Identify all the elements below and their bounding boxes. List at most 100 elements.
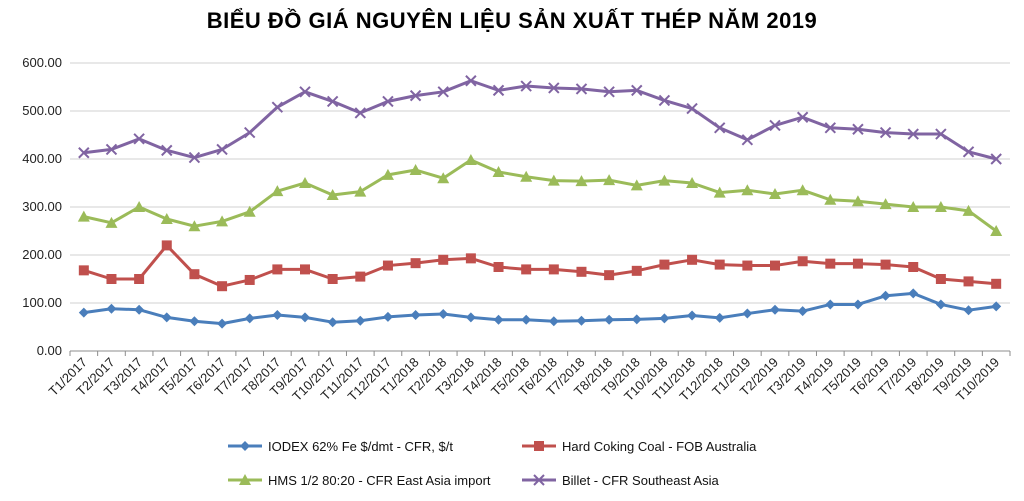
data-point [686,177,699,188]
data-point [907,128,919,140]
series-line [83,158,998,233]
marker-stroke [465,75,477,87]
marker-stroke [990,153,1002,165]
legend-item: Billet - CFR Southeast Asia [522,473,720,488]
marker-stroke [575,83,588,95]
legend-marker [239,474,251,485]
data-point [189,269,200,280]
data-point [493,314,504,325]
data-point [464,153,477,165]
marker-stroke [962,146,975,158]
marker-stroke [658,94,671,107]
legend-item: Hard Coking Coal - FOB Australia [522,439,757,454]
marker-stroke [133,133,145,145]
y-tick-label: 300.00 [22,199,62,214]
data-point [520,80,532,92]
data-point [548,316,559,327]
data-point [382,95,394,108]
data-point [409,164,422,176]
marker-stroke [216,143,228,156]
data-point [326,189,339,200]
data-point [824,193,837,205]
data-point [272,264,283,275]
data-point [243,205,256,217]
data-point [216,215,229,227]
data-point [575,83,588,95]
data-point [105,143,118,156]
series-3 [77,153,1003,236]
data-point [438,254,449,265]
data-point [990,225,1003,236]
data-point [161,144,173,157]
data-point [631,84,643,97]
data-point [547,174,560,186]
y-tick-label: 100.00 [22,295,62,310]
data-point [300,312,310,323]
data-point [189,316,200,327]
data-point [963,305,974,316]
data-point [133,133,145,145]
data-point [465,253,476,264]
marker-stroke [520,80,532,92]
data-point [409,89,422,102]
marker-stroke [437,86,449,98]
marker-stroke [603,86,615,98]
data-point [908,288,919,299]
data-point [188,151,201,164]
data-point [78,147,90,159]
data-point [354,107,367,119]
marker-stroke [852,123,864,135]
legend-marker [533,474,545,486]
data-point [106,274,117,284]
series-2 [78,240,1002,292]
marker-stroke [161,144,173,157]
data-point [410,258,421,269]
data-point [437,172,450,184]
data-point [78,265,89,276]
data-point [300,264,310,275]
data-point [271,101,284,113]
data-point [548,264,559,275]
data-point [604,314,615,325]
data-point [741,134,754,146]
data-point [492,84,505,97]
data-point [327,274,338,284]
data-point [770,304,780,315]
marker-stroke [382,95,394,108]
marker-stroke [548,82,560,94]
data-point [770,260,780,271]
marker-stroke [409,89,422,102]
data-point [687,254,698,265]
series-1 [78,288,1002,329]
marker-stroke [243,126,256,139]
data-point [465,312,476,323]
legend-marker [534,441,544,451]
data-point [575,175,588,187]
data-point [243,126,256,139]
data-point [742,308,753,319]
data-point [658,174,671,186]
data-point [548,82,560,94]
series-line [83,79,997,161]
data-point [796,184,809,196]
marker-stroke [631,84,643,97]
data-point [769,188,781,200]
marker-stroke [271,101,284,113]
data-point [105,216,118,228]
data-point [604,270,615,281]
data-point [659,259,670,270]
data-point [963,276,974,287]
legend-label: Billet - CFR Southeast Asia [562,473,720,488]
marker-stroke [326,95,339,108]
data-point [134,274,145,284]
data-point [106,303,117,314]
data-point [272,310,283,320]
marker-stroke [105,143,118,156]
y-tick-label: 500.00 [22,103,62,118]
data-point [907,201,920,212]
data-point [576,315,587,326]
chart-title: BIỂU ĐỒ GIÁ NGUYÊN LIỆU SẢN XUẤT THÉP NĂ… [206,8,818,33]
series-4 [78,75,1002,165]
marker-stroke [533,474,545,486]
